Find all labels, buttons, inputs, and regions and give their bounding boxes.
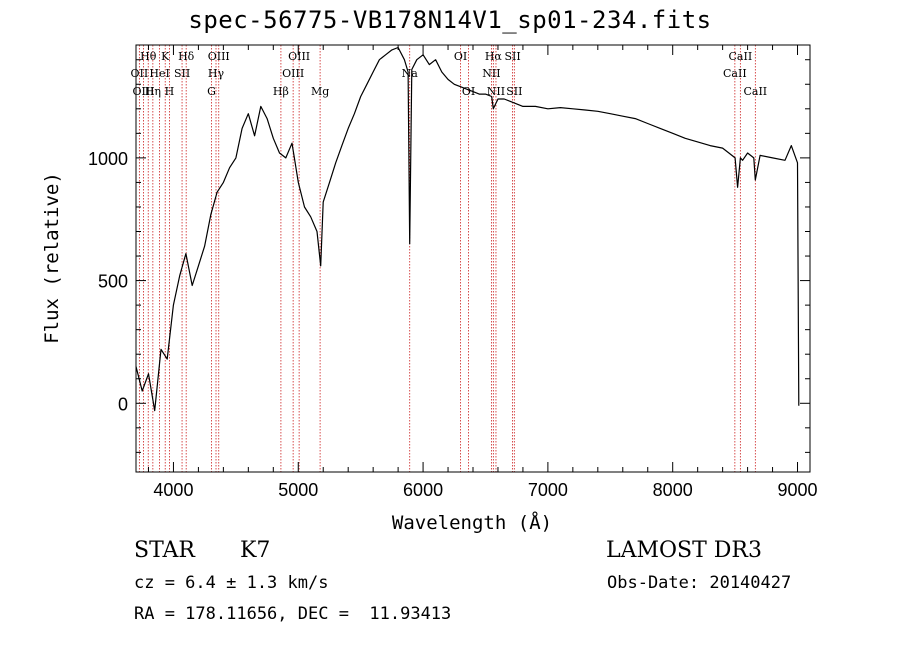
survey-name: LAMOST DR3 <box>606 538 762 563</box>
x-tick-label: 5000 <box>278 480 318 500</box>
line-marker-label: SII <box>504 50 520 63</box>
line-marker-label: Na <box>402 67 419 80</box>
line-marker-label: H <box>165 85 175 98</box>
line-marker-label: OIII <box>282 67 304 80</box>
line-marker-label: NII <box>487 85 505 98</box>
line-marker-label: OIII <box>132 85 154 98</box>
line-marker-label: Mg <box>311 85 329 98</box>
axis-ticks-layer <box>136 45 810 472</box>
line-marker-label: CaII <box>729 50 753 63</box>
line-marker-label: OI <box>454 50 467 63</box>
y-tick-label: 1000 <box>88 149 128 169</box>
y-axis-label: Flux (relative) <box>41 172 63 344</box>
line-marker-label: HeI <box>149 67 169 80</box>
chart-title: spec-56775-VB178N14V1_sp01-234.fits <box>188 6 712 34</box>
line-marker-label: OIII <box>208 50 230 63</box>
observation-date: Obs-Date: 20140427 <box>607 573 792 593</box>
x-tick-label: 7000 <box>528 480 568 500</box>
line-marker-label: Hβ <box>273 85 289 98</box>
coordinates-radec: RA = 178.11656, DEC = 11.93413 <box>134 604 452 624</box>
line-markers-layer <box>138 45 756 472</box>
object-class: STAR <box>134 538 195 563</box>
plot-frame <box>135 44 811 473</box>
y-tick-label: 500 <box>98 272 128 292</box>
line-marker-labels-layer: Hθ OII OIII K Hδ HeI SII Hη H OIII Hγ G OIII OIII Hβ Mg… <box>131 50 768 98</box>
line-marker-label: Hη <box>145 85 161 98</box>
line-marker-label: Hα <box>485 50 503 63</box>
y-tick-label: 0 <box>118 394 128 414</box>
x-axis-label: Wavelength (Å) <box>392 511 552 534</box>
line-marker-label: Hθ <box>140 50 157 63</box>
line-marker-label: SII <box>174 67 190 80</box>
line-marker-label: CaII <box>743 85 767 98</box>
line-marker-label: CaII <box>723 67 747 80</box>
line-marker-label: Hδ <box>178 50 195 63</box>
line-marker-label: NII <box>482 67 500 80</box>
axis-tick-labels-layer: 4000 5000 6000 7000 8000 9000 0 500 1000 <box>88 149 818 500</box>
x-tick-label: 9000 <box>777 480 817 500</box>
x-tick-label: 6000 <box>403 480 443 500</box>
spectrum-line <box>135 46 800 412</box>
line-marker-label: Hγ <box>208 67 225 80</box>
line-marker-label: K <box>161 50 170 63</box>
line-marker-label: G <box>207 85 216 98</box>
x-tick-label: 4000 <box>153 480 193 500</box>
x-tick-label: 8000 <box>653 480 693 500</box>
redshift-velocity: cz = 6.4 ± 1.3 km/s <box>134 573 329 593</box>
line-marker-label: OIII <box>288 50 310 63</box>
line-marker-label: OII <box>131 67 149 80</box>
object-subclass: K7 <box>240 538 271 563</box>
line-marker-label: SII <box>506 85 522 98</box>
